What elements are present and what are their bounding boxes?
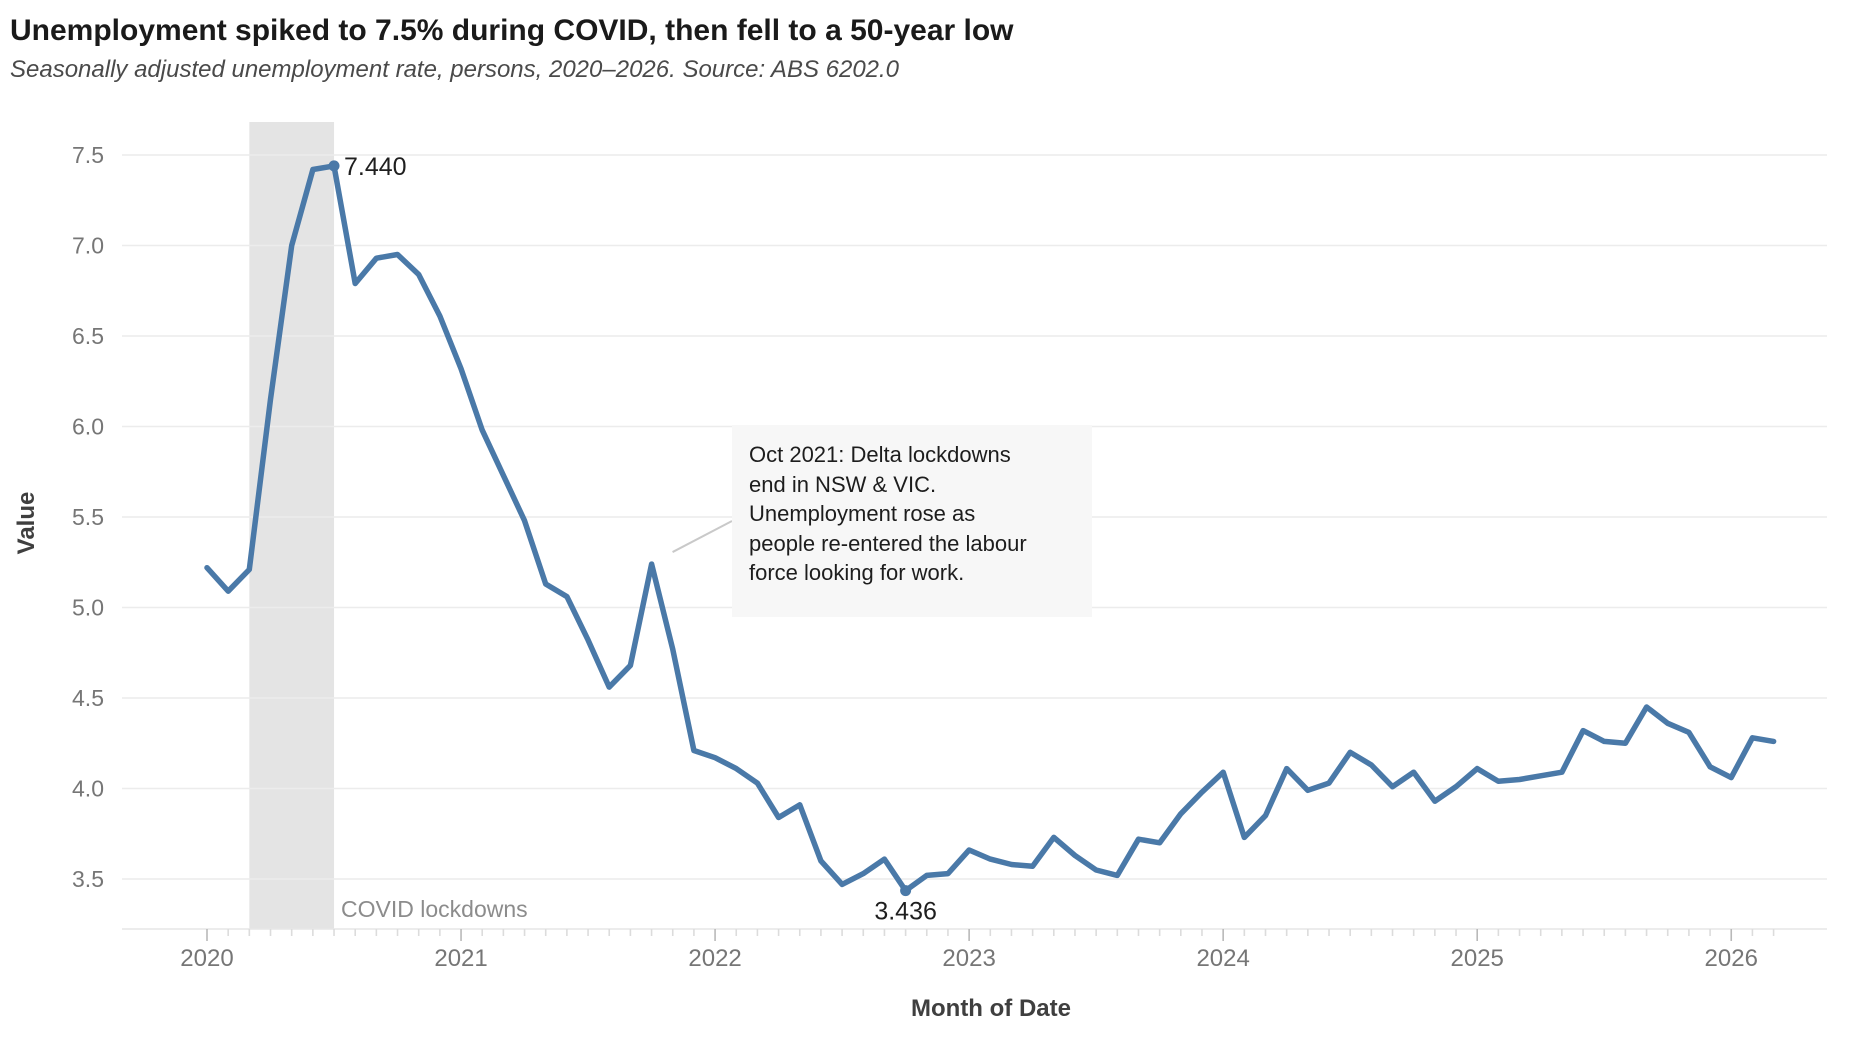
chart-subtitle: Seasonally adjusted unemployment rate, p… [10, 56, 900, 83]
annotation-callout: Oct 2021: Delta lockdowns end in NSW & V… [732, 425, 1092, 617]
peak-value-label: 7.440 [344, 153, 407, 181]
x-tick-label: 2020 [180, 945, 233, 972]
y-tick-label: 7.0 [72, 233, 104, 259]
y-tick-label: 7.5 [72, 142, 104, 168]
y-tick-label: 5.5 [72, 504, 104, 530]
y-tick-label: 6.5 [72, 323, 104, 349]
y-axis-title: Value [13, 492, 40, 555]
y-tick-label: 4.5 [72, 685, 104, 711]
data-point-marker [328, 160, 340, 172]
x-tick-label: 2023 [942, 945, 995, 972]
y-tick-label: 6.0 [72, 414, 104, 440]
x-tick-label: 2025 [1451, 945, 1504, 972]
x-tick-label: 2021 [434, 945, 487, 972]
y-tick-label: 3.5 [72, 866, 104, 892]
band-label: COVID lockdowns [341, 896, 528, 922]
data-point-marker [900, 885, 912, 897]
min-value-label: 3.436 [874, 898, 937, 926]
x-tick-label: 2026 [1705, 945, 1758, 972]
y-tick-label: 4.0 [72, 776, 104, 802]
annotation-connector [672, 520, 733, 553]
x-axis-title: Month of Date [911, 995, 1071, 1022]
chart-title: Unemployment spiked to 7.5% during COVID… [10, 14, 1014, 47]
unemployment-rate-line [204, 163, 1777, 894]
x-tick-label: 2022 [688, 945, 741, 972]
y-tick-label: 5.0 [72, 595, 104, 621]
x-tick-label: 2024 [1196, 945, 1249, 972]
